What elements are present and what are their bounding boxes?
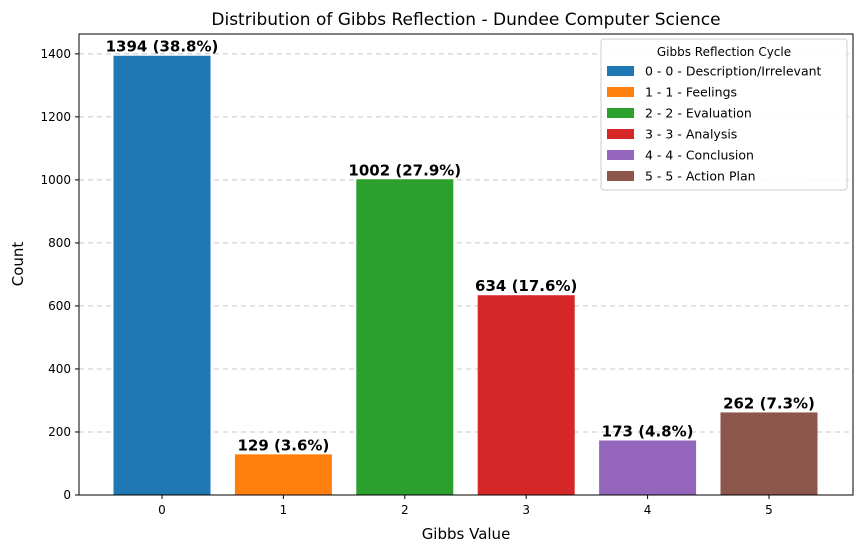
x-axis-label: Gibbs Value: [422, 525, 511, 543]
data-label-1: 129 (3.6%): [237, 436, 329, 454]
legend-swatch-4: [607, 150, 634, 160]
y-tick-label-600: 600: [48, 299, 71, 313]
x-axis-ticks: 0 1 2 3 4 5: [158, 495, 773, 517]
data-label-4: 173 (4.8%): [602, 422, 694, 440]
data-label-0: 1394 (38.8%): [106, 38, 219, 56]
legend-entry-0: 0 - 0 - Description/Irrelevant: [645, 64, 822, 79]
bar-2: [356, 179, 454, 495]
bars: [113, 55, 818, 495]
plot-frame: [78, 33, 854, 496]
data-label-2: 1002 (27.9%): [348, 161, 461, 179]
x-tick-label-2: 2: [401, 503, 409, 517]
legend-swatch-2: [607, 108, 634, 118]
legend: Gibbs Reflection Cycle 0 - 0 - Descriptio…: [600, 38, 848, 191]
bar-4: [599, 440, 697, 495]
y-tick-label-0: 0: [63, 488, 71, 502]
chart-title: Distribution of Gibbs Reflection - Dunde…: [211, 10, 720, 30]
legend-entry-4: 4 - 4 - Conclusion: [645, 148, 754, 163]
y-tick-label-1000: 1000: [40, 173, 71, 187]
legend-swatch-5: [607, 171, 634, 181]
legend-entry-5: 5 - 5 - Action Plan: [645, 169, 756, 184]
y-tick-label-1400: 1400: [40, 47, 71, 61]
bar-0: [113, 55, 211, 495]
bar-5: [720, 412, 818, 495]
data-labels: 1394 (38.8%) 129 (3.6%) 1002 (27.9%) 634 (1…: [106, 38, 815, 455]
x-tick-label-4: 4: [644, 503, 652, 517]
y-axis-ticks: 0 200 400 600 800 1000 1200 1400: [40, 47, 79, 502]
y-tick-label-200: 200: [48, 425, 71, 439]
legend-swatch-1: [607, 87, 634, 97]
legend-swatch-3: [607, 129, 634, 139]
data-label-3: 634 (17.6%): [475, 277, 577, 295]
y-tick-label-400: 400: [48, 362, 71, 376]
y-tick-label-1200: 1200: [40, 110, 71, 124]
bar-3: [477, 295, 575, 495]
legend-entry-2: 2 - 2 - Evaluation: [645, 106, 752, 121]
x-tick-label-5: 5: [765, 503, 773, 517]
x-tick-label-1: 1: [280, 503, 288, 517]
legend-entry-1: 1 - 1 - Feelings: [645, 85, 737, 100]
y-tick-label-800: 800: [48, 236, 71, 250]
legend-box: [600, 38, 848, 191]
x-tick-label-0: 0: [158, 503, 166, 517]
data-label-5: 262 (7.3%): [723, 394, 815, 412]
legend-entry-3: 3 - 3 - Analysis: [645, 127, 737, 142]
legend-swatch-0: [607, 66, 634, 76]
y-axis-label: Count: [9, 242, 27, 287]
x-tick-label-3: 3: [522, 503, 530, 517]
bar-1: [234, 454, 332, 495]
legend-title: Gibbs Reflection Cycle: [657, 45, 791, 59]
